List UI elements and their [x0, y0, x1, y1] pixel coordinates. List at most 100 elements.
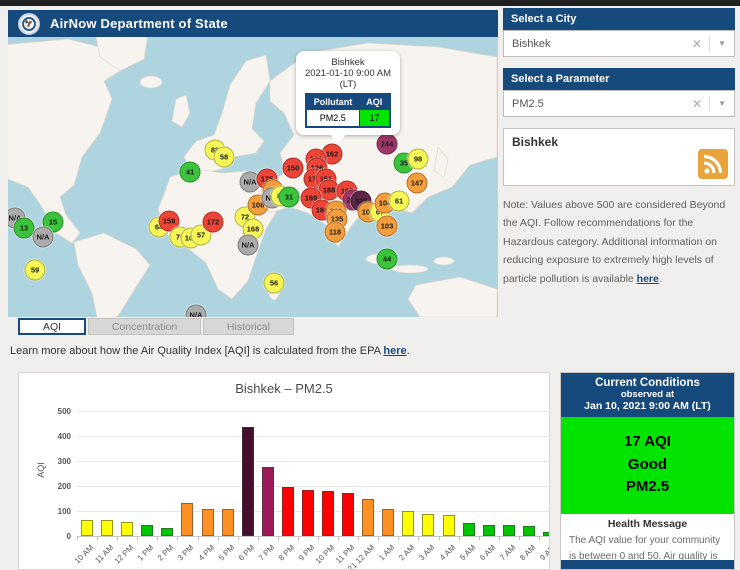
map-marker-n-a[interactable]: N/A [237, 234, 259, 256]
tab-historical[interactable]: Historical [203, 318, 294, 335]
map-marker-172[interactable]: 172 [202, 211, 224, 233]
chart-x-tick-label: 10 AM [73, 543, 96, 566]
popup-table: Pollutant AQI PM2.5 17 [304, 93, 392, 128]
chart-gridline [77, 436, 549, 437]
chart-x-tick [318, 536, 319, 540]
chart-x-tick [157, 536, 159, 540]
chart-bar-5-pm[interactable] [221, 509, 234, 536]
chart-bar-6-am[interactable] [482, 525, 495, 536]
chart-x-tick [338, 536, 340, 540]
chart-x-tick [398, 536, 400, 540]
chart-y-tick-label: 0 [66, 532, 71, 541]
popup-aqi-value: 17 [358, 109, 391, 128]
chart-bar-4-pm[interactable] [201, 509, 214, 536]
note-suffix: . [658, 272, 662, 285]
chart-gridline [77, 411, 549, 412]
chart-bar-4-am[interactable] [442, 515, 455, 536]
chart-bar-9-am[interactable] [542, 532, 549, 536]
map-marker-31[interactable]: 31 [278, 186, 300, 208]
tab-concentration[interactable]: Concentration [88, 318, 201, 335]
chart-x-tick [257, 536, 259, 540]
chart-bar-3-am[interactable] [422, 514, 435, 536]
chart-bar-1-pm[interactable] [141, 525, 154, 536]
chart-x-tick [378, 536, 380, 540]
learn-more-text: Learn more about how the Air Quality Ind… [10, 345, 498, 357]
note-link[interactable]: here [636, 272, 659, 285]
chart-y-tick-label: 300 [57, 457, 71, 466]
learn-more-link[interactable]: here [383, 345, 407, 357]
chart-bar-11-pm[interactable] [342, 493, 355, 536]
map-marker-41[interactable]: 41 [179, 161, 201, 183]
tab-aqi[interactable]: AQI [18, 318, 86, 335]
learn-more-suffix: . [406, 345, 410, 357]
chart-x-tick [538, 536, 540, 540]
chart-x-tick [478, 536, 480, 540]
rss-city-title: Bishkek [512, 135, 559, 149]
chart-bar-8-am[interactable] [522, 526, 535, 536]
chart-y-tick-label: 100 [57, 507, 71, 516]
popup-datetime: 2021-01-10 9:00 AM [304, 68, 392, 79]
select-parameter-label-text: Select a Parameter [511, 73, 610, 85]
map-marker-61[interactable]: 61 [388, 190, 410, 212]
map-marker-58[interactable]: 58 [213, 146, 235, 168]
chart-bar-1-am[interactable] [382, 509, 395, 536]
map-marker-13[interactable]: 13 [13, 217, 35, 239]
chart-x-tick [77, 536, 78, 540]
chart-bar-12-pm[interactable] [121, 522, 134, 536]
map-marker-56[interactable]: 56 [263, 272, 285, 294]
map-marker-244[interactable]: 244 [376, 133, 398, 155]
chart-bar-8-pm[interactable] [281, 487, 294, 536]
rss-feed-icon[interactable] [698, 149, 728, 179]
select-city-label: Select a City [503, 8, 735, 30]
parameter-caret-down-icon[interactable]: ▼ [718, 99, 726, 108]
conditions-pollutant: PM2.5 [625, 478, 670, 495]
chart-bar-1-11-2021-12-am[interactable] [362, 499, 375, 536]
parameter-clear-icon[interactable]: ✕ [692, 96, 703, 111]
city-select[interactable]: Bishkek ✕ ▼ [503, 30, 735, 57]
chart-x-tick [197, 536, 199, 540]
map-marker-147[interactable]: 147 [406, 172, 428, 194]
chart-bar-10-pm[interactable] [322, 491, 335, 536]
map-marker-98[interactable]: 98 [407, 148, 429, 170]
tab-historical-label: Historical [226, 320, 271, 333]
map-marker-158[interactable]: 158 [158, 210, 180, 232]
chart-bar-2-pm[interactable] [161, 528, 174, 536]
chart-bar-6-pm[interactable] [241, 427, 254, 536]
map-marker-n-a[interactable]: N/A [32, 226, 54, 248]
map-marker-59[interactable]: 59 [24, 259, 46, 281]
chart-bar-2-am[interactable] [402, 511, 415, 536]
city-clear-icon[interactable]: ✕ [692, 36, 703, 51]
popup-pollutant-value: PM2.5 [305, 109, 360, 128]
map-marker-118[interactable]: 118 [324, 221, 346, 243]
note-text: Note: Values above 500 are considered Be… [503, 196, 735, 288]
city-caret-down-icon[interactable]: ▼ [718, 39, 726, 48]
chart-bar-7-am[interactable] [502, 525, 515, 536]
chart-bar-5-am[interactable] [462, 523, 475, 536]
chart-x-tick [498, 536, 500, 540]
parameter-select[interactable]: PM2.5 ✕ ▼ [503, 90, 735, 117]
chart-x-tick [518, 536, 520, 540]
rss-panel: Bishkek [503, 128, 735, 186]
tab-concentration-label: Concentration [111, 320, 178, 333]
chart-bar-9-pm[interactable] [301, 490, 314, 536]
popup-col-aqi: AQI [359, 94, 391, 110]
chart-bar-3-pm[interactable] [181, 503, 194, 536]
map-popup: Bishkek 2021-01-10 9:00 AM (LT) Pollutan… [296, 51, 400, 144]
chart-y-tick-label: 200 [57, 482, 71, 491]
map-marker-150[interactable]: 150 [282, 157, 304, 179]
chart-bar-7-pm[interactable] [261, 467, 274, 536]
conditions-title: Current Conditions [595, 377, 700, 389]
chart-y-tick-label: 400 [57, 432, 71, 441]
chart-x-tick [97, 536, 99, 540]
chart-bar-11-am[interactable] [101, 520, 114, 536]
city-select-value: Bishkek [512, 37, 551, 50]
chart-bar-10-am[interactable] [81, 520, 94, 536]
map-marker-44[interactable]: 44 [376, 248, 398, 270]
select-separator [709, 36, 711, 51]
chart-x-tick [217, 536, 219, 540]
chart-x-tick [418, 536, 420, 540]
map-marker-103[interactable]: 103 [376, 215, 398, 237]
department-of-state-seal-icon: 🦅 [18, 12, 40, 35]
world-map[interactable]: N/A1315N/A59N/A4188586415876107571727216… [8, 37, 498, 317]
chart-gridline [77, 461, 549, 462]
